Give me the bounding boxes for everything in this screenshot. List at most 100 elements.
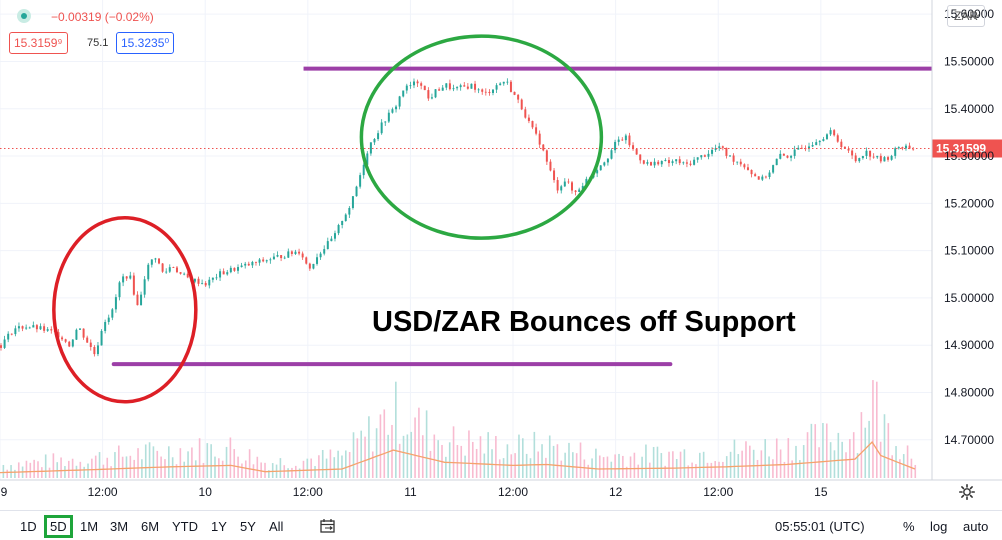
candle-body [43, 326, 46, 331]
candle-body [524, 109, 527, 118]
volume-bar [560, 460, 563, 478]
clock-time[interactable]: 05:55:01 (UTC) [775, 519, 865, 534]
y-tick-label: 14.80000 [944, 386, 994, 400]
volume-bar [241, 463, 243, 478]
volume-bar [856, 453, 859, 478]
volume-bar [595, 448, 597, 478]
timeframe-all[interactable]: All [269, 519, 284, 534]
volume-bar [652, 446, 655, 478]
timeframe-1y[interactable]: 1Y [211, 519, 227, 534]
candle-body [872, 156, 875, 158]
timeframe-1m[interactable]: 1M [80, 519, 99, 534]
candle-body [768, 172, 771, 178]
volume-bar [314, 466, 316, 478]
candle-body [208, 279, 211, 286]
timeframe-1d[interactable]: 1D [20, 519, 37, 534]
log-toggle[interactable]: log [930, 519, 948, 534]
timeframe-5d[interactable]: 5D [44, 515, 73, 538]
currency-label: ZAR [954, 9, 978, 23]
currency-selector[interactable]: ZAR [947, 5, 985, 27]
candle-body [693, 159, 696, 165]
candle-body [667, 160, 670, 164]
x-tick-label: 10 [199, 485, 213, 499]
timeframe-5y[interactable]: 5Y [240, 519, 256, 534]
volume-bar [191, 447, 193, 478]
candle-body [542, 144, 545, 151]
percent-toggle[interactable]: % [903, 519, 915, 534]
volume-bar [221, 460, 224, 478]
candle-body [402, 90, 405, 97]
volume-bar [64, 466, 66, 478]
volume-bar [606, 456, 609, 478]
candle-body [100, 330, 103, 346]
volume-bar [44, 454, 47, 478]
candle-body [459, 85, 462, 88]
volume-bar [483, 453, 486, 478]
volume-bar [129, 455, 132, 478]
candle-body [560, 186, 563, 191]
volume-bar [75, 465, 78, 478]
candle-body [308, 263, 311, 269]
candle-body [772, 165, 775, 173]
candle-body [488, 91, 491, 93]
candle-body [183, 273, 186, 275]
volume-bar [198, 438, 201, 478]
candle-body [639, 154, 642, 161]
candle-body [491, 89, 494, 93]
candle-body [68, 341, 71, 347]
volume-bar [791, 460, 793, 478]
volume-bar [67, 460, 70, 478]
timeframe-6m[interactable]: 6M [141, 519, 160, 534]
candle-body [466, 86, 469, 89]
candle-body [287, 251, 290, 258]
candle-body [790, 155, 793, 158]
volume-bar [387, 434, 389, 478]
volume-bar [868, 420, 870, 478]
volume-bar [495, 436, 497, 478]
candle-body [721, 146, 724, 148]
axes: 15.6000015.5000015.4000015.3000015.20000… [0, 0, 1002, 499]
volume-bar [618, 453, 620, 478]
candle-body [61, 337, 64, 340]
x-tick-label: 11 [404, 485, 417, 499]
candle-body [621, 139, 624, 141]
candle-body [165, 271, 168, 273]
volume-bar [91, 458, 93, 478]
green-ellipse [359, 34, 604, 240]
volume-bar [629, 456, 632, 478]
volume-bar [321, 450, 324, 478]
volume-bar [375, 428, 378, 478]
volume-bar [379, 414, 382, 478]
candle-body [757, 176, 760, 180]
candle-body [700, 155, 703, 158]
timeframe-3m[interactable]: 3M [110, 519, 129, 534]
candle-body [517, 94, 520, 100]
volume-bar [298, 468, 301, 478]
calendar-range-icon[interactable] [319, 518, 337, 534]
candle-body [714, 148, 717, 150]
candles [0, 78, 915, 357]
volume-bar [548, 435, 551, 478]
candle-body [405, 85, 408, 91]
volume-bar [625, 466, 628, 478]
candle-body [707, 153, 710, 157]
candle-body [764, 176, 767, 178]
candle-body [818, 140, 821, 143]
ask-price-box[interactable]: 15.3235⁰ [116, 32, 175, 54]
candle-body [197, 278, 200, 284]
candle-body [258, 259, 261, 263]
volume-bar [425, 410, 428, 478]
volume-bar [306, 458, 309, 478]
candle-body [168, 267, 171, 272]
volume-bar [756, 459, 759, 478]
gear-icon[interactable] [958, 483, 976, 501]
volume-bar [818, 447, 820, 478]
candle-body [64, 339, 67, 342]
volume-bar [872, 380, 874, 478]
auto-toggle[interactable]: auto [963, 519, 989, 534]
candle-body [822, 139, 825, 141]
bid-price-box[interactable]: 15.3159⁹ [9, 32, 68, 54]
timeframe-ytd[interactable]: YTD [172, 519, 198, 534]
candle-body [222, 271, 225, 275]
